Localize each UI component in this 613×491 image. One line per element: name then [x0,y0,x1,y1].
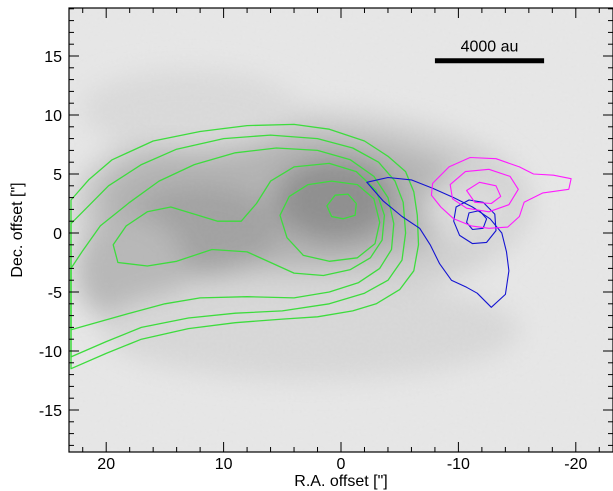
contour-green-level-4 [112,162,386,277]
y-tick-label: 15 [44,49,62,66]
plot-frame [68,7,613,453]
y-tick-label: 5 [53,167,62,184]
contour-green-level-6 [326,193,357,220]
y-axis-title: Dec. offset ["] [9,182,26,277]
scale-bar: 4000 au [434,39,545,64]
y-tick-label: -15 [39,403,62,420]
axis-ticks [69,8,613,452]
contour-green-level-2 [70,134,407,358]
y-tick-label: 0 [53,226,62,243]
contour-magenta-level-1 [430,156,572,229]
y-tick-label: -5 [48,285,62,302]
y-tick-label: 10 [44,108,62,125]
x-tick-label: 10 [215,456,233,473]
scale-bar-label: 4000 au [461,39,519,56]
background-map [69,8,613,452]
x-tick-label: -10 [447,456,470,473]
x-tick-label: 20 [97,456,115,473]
x-tick-label: 0 [337,456,346,473]
x-axis-title: R.A. offset ["] [294,473,387,490]
contour-green-level-5 [279,180,381,262]
axis-tick-labels: 20 10 0 -10 -20 15 10 5 0 -5 -10 -15 [39,49,588,473]
contour-green-level-3 [70,147,395,331]
x-tick-label: -20 [564,456,587,473]
contour-layer [70,123,572,370]
contour-magenta-level-2 [449,168,519,213]
contour-green-level-1 [70,123,420,370]
contour-blue-level-1 [366,176,510,308]
contour-magenta-level-3 [466,181,502,205]
y-tick-label: -10 [39,344,62,361]
contour-blue-level-2 [453,199,497,245]
